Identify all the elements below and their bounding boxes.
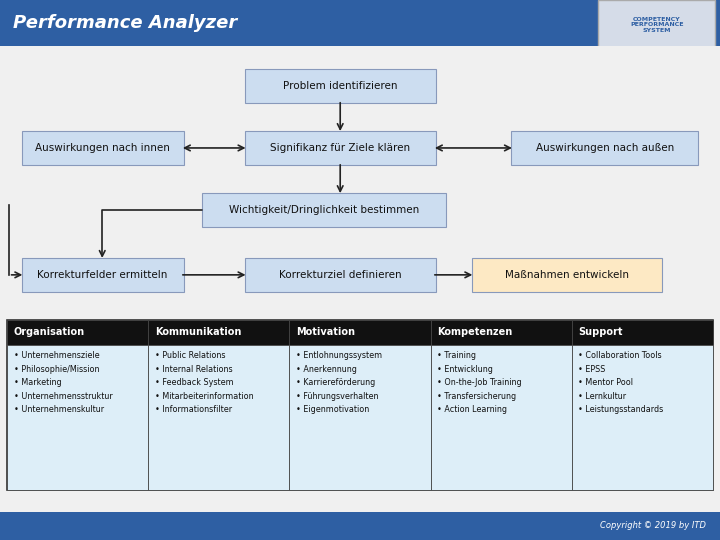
Text: • Public Relations
• Internal Relations
• Feedback System
• Mitarbeiterinformati: • Public Relations • Internal Relations … — [155, 351, 253, 414]
FancyBboxPatch shape — [572, 345, 713, 490]
Text: • Collaboration Tools
• EPSS
• Mentor Pool
• Lernkultur
• Leistungsstandards: • Collaboration Tools • EPSS • Mentor Po… — [578, 351, 663, 414]
FancyBboxPatch shape — [245, 69, 436, 103]
Text: • Training
• Entwicklung
• On-the-Job Training
• Transfersicherung
• Action Lear: • Training • Entwicklung • On-the-Job Tr… — [437, 351, 522, 414]
Text: COMPETENCY
PERFORMANCE
SYSTEM: COMPETENCY PERFORMANCE SYSTEM — [630, 17, 683, 33]
FancyBboxPatch shape — [202, 193, 446, 227]
Text: Kompetenzen: Kompetenzen — [437, 327, 513, 337]
Text: Maßnahmen entwickeln: Maßnahmen entwickeln — [505, 270, 629, 280]
Text: Signifikanz für Ziele klären: Signifikanz für Ziele klären — [270, 143, 410, 153]
Text: Problem identifizieren: Problem identifizieren — [283, 81, 397, 91]
Text: Auswirkungen nach innen: Auswirkungen nach innen — [35, 143, 170, 153]
FancyBboxPatch shape — [0, 46, 720, 512]
Text: Copyright © 2019 by ITD: Copyright © 2019 by ITD — [600, 522, 706, 530]
Text: Korrekturziel definieren: Korrekturziel definieren — [279, 270, 402, 280]
Text: • Entlohnungssystem
• Anerkennung
• Karriereförderung
• Führungsverhalten
• Eige: • Entlohnungssystem • Anerkennung • Karr… — [296, 351, 382, 414]
FancyBboxPatch shape — [7, 345, 148, 490]
Text: Auswirkungen nach außen: Auswirkungen nach außen — [536, 143, 674, 153]
Text: Motivation: Motivation — [296, 327, 355, 337]
FancyBboxPatch shape — [0, 512, 720, 540]
Text: Performance Analyzer: Performance Analyzer — [13, 14, 237, 32]
FancyBboxPatch shape — [289, 320, 431, 345]
FancyBboxPatch shape — [148, 345, 289, 490]
FancyBboxPatch shape — [245, 258, 436, 292]
Text: Kommunikation: Kommunikation — [155, 327, 241, 337]
FancyBboxPatch shape — [472, 258, 662, 292]
FancyBboxPatch shape — [598, 0, 715, 50]
FancyBboxPatch shape — [245, 131, 436, 165]
FancyBboxPatch shape — [7, 320, 713, 490]
FancyBboxPatch shape — [22, 131, 184, 165]
Text: Organisation: Organisation — [14, 327, 85, 337]
FancyBboxPatch shape — [431, 320, 572, 345]
FancyBboxPatch shape — [511, 131, 698, 165]
Text: Wichtigkeit/Dringlichkeit bestimmen: Wichtigkeit/Dringlichkeit bestimmen — [229, 205, 419, 215]
FancyBboxPatch shape — [0, 0, 720, 46]
FancyBboxPatch shape — [148, 320, 289, 345]
FancyBboxPatch shape — [431, 345, 572, 490]
FancyBboxPatch shape — [22, 258, 184, 292]
Text: Support: Support — [578, 327, 623, 337]
FancyBboxPatch shape — [7, 320, 148, 345]
Text: Korrekturfelder ermitteln: Korrekturfelder ermitteln — [37, 270, 168, 280]
FancyBboxPatch shape — [572, 320, 713, 345]
Text: • Unternehmensziele
• Philosophie/Mission
• Marketing
• Unternehmensstruktur
• U: • Unternehmensziele • Philosophie/Missio… — [14, 351, 112, 414]
FancyBboxPatch shape — [289, 345, 431, 490]
